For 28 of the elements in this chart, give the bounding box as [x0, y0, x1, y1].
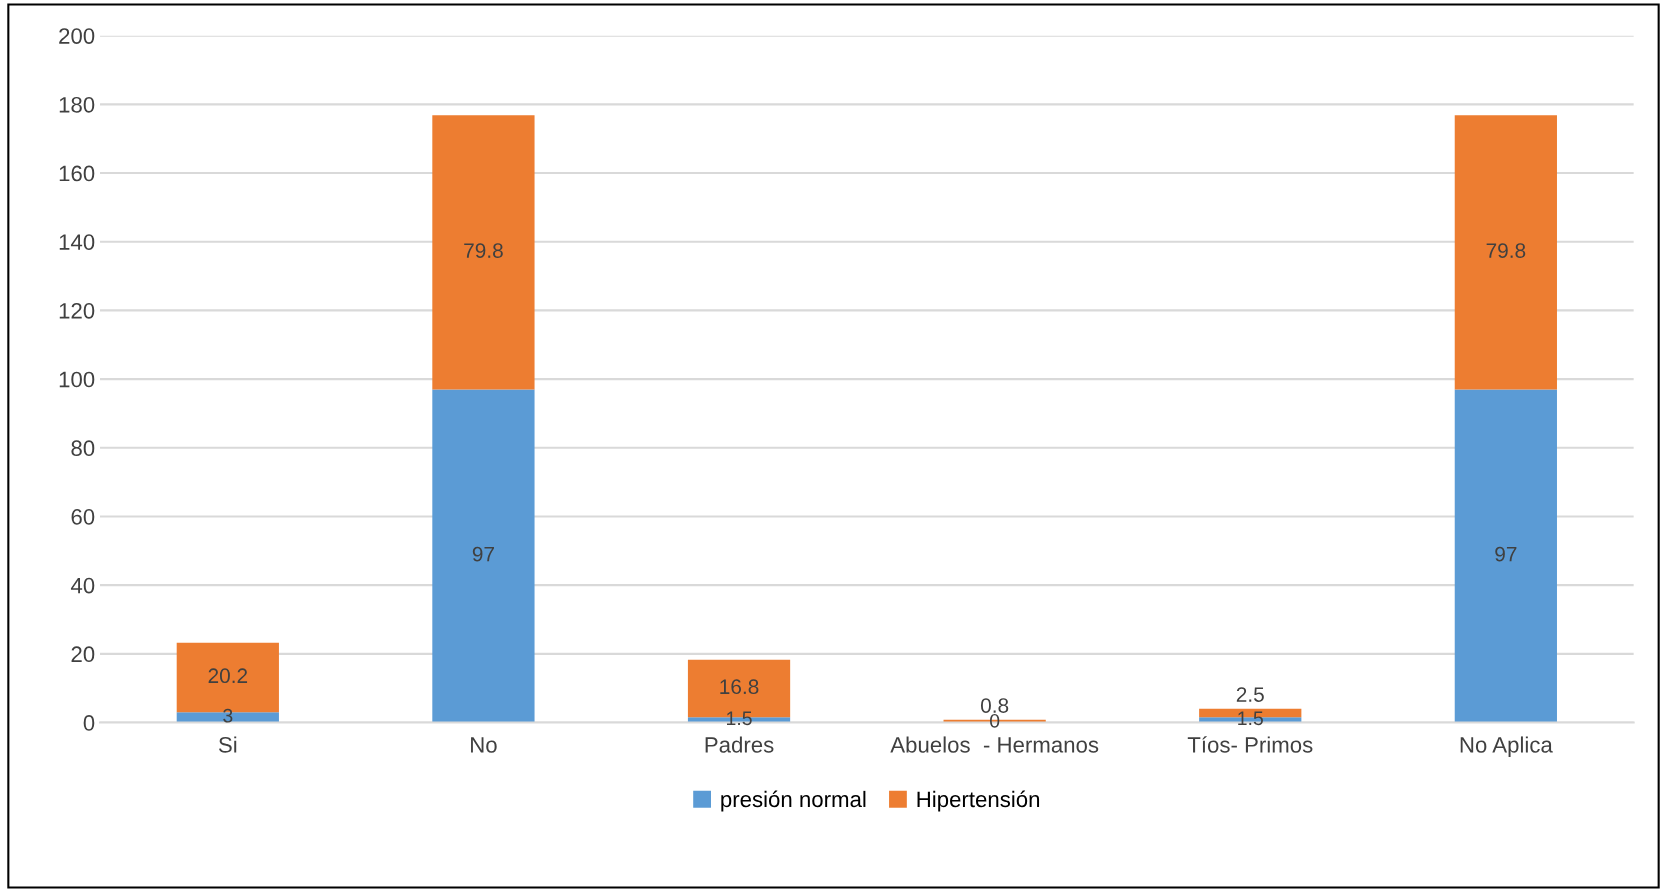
data-label: 97	[1495, 546, 1517, 562]
legend-label: presión normal	[721, 790, 866, 812]
x-tick-label: No	[471, 737, 497, 753]
y-tick-label: 180	[59, 96, 95, 113]
y-tick-label: 60	[71, 509, 95, 525]
x-tick-label: Padres	[705, 736, 774, 753]
data-label: 20.2	[208, 668, 248, 684]
data-label: 2.5	[1236, 687, 1264, 702]
x-tick-label: Si	[218, 736, 237, 753]
x-tick-label: Tíos- Primos	[1187, 736, 1313, 753]
data-label: 79.8	[464, 243, 503, 258]
y-tick-label: 80	[71, 440, 95, 457]
y-tick-label: 100	[59, 371, 95, 388]
data-label: 3	[223, 708, 233, 723]
y-tick-label: 120	[59, 302, 95, 319]
y-tick-label: 200	[59, 28, 95, 44]
y-tick-label: 0	[83, 715, 95, 731]
y-tick-label: 40	[70, 577, 95, 594]
y-tick-label: 160	[59, 165, 95, 182]
x-tick-label: No Aplica	[1460, 736, 1553, 758]
data-label: 97	[472, 546, 494, 562]
y-tick-label: 140	[59, 234, 95, 250]
x-tick-label: Abuelos - Hermanos	[890, 736, 1099, 753]
legend-label: Hipertensión	[917, 790, 1040, 812]
data-label: 79.8	[1486, 243, 1526, 258]
data-label: 16.8	[720, 679, 759, 695]
data-label: 0.8	[980, 698, 1009, 713]
y-tick-label: 20	[71, 646, 95, 663]
